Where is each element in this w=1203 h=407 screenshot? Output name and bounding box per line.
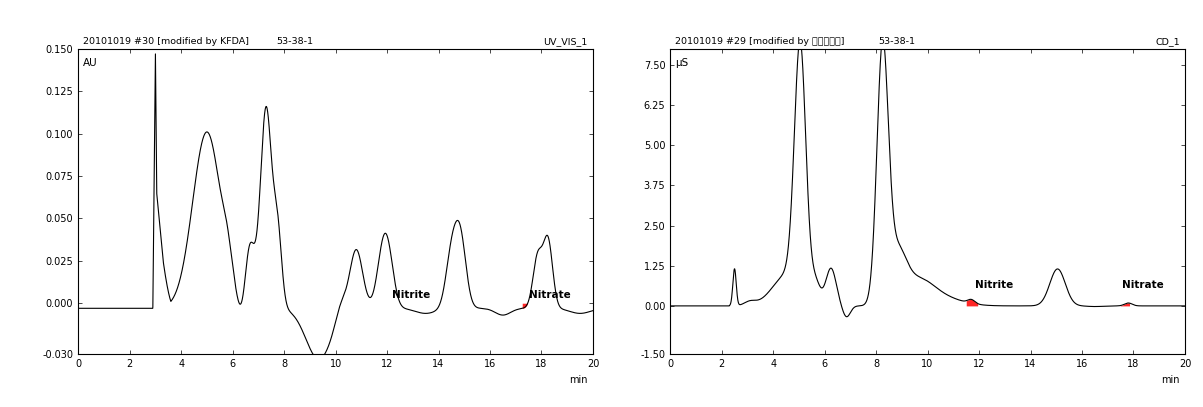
Text: Nitrite: Nitrite	[392, 290, 431, 300]
Text: 20101019 #30 [modified by KFDA]: 20101019 #30 [modified by KFDA]	[83, 37, 249, 46]
Text: Nitrite: Nitrite	[976, 280, 1013, 290]
Text: CD_1: CD_1	[1155, 37, 1180, 46]
Text: μS: μS	[675, 58, 688, 68]
Text: min: min	[1161, 375, 1180, 385]
Text: 20101019 #29 [modified by 유해르질과]: 20101019 #29 [modified by 유해르질과]	[675, 37, 845, 46]
Text: 53-38-1: 53-38-1	[275, 37, 313, 46]
Text: Nitrate: Nitrate	[1122, 280, 1163, 290]
Text: min: min	[569, 375, 588, 385]
Text: 53-38-1: 53-38-1	[878, 37, 915, 46]
Text: Nitrate: Nitrate	[528, 290, 570, 300]
Text: AU: AU	[83, 58, 97, 68]
Text: UV_VIS_1: UV_VIS_1	[544, 37, 588, 46]
